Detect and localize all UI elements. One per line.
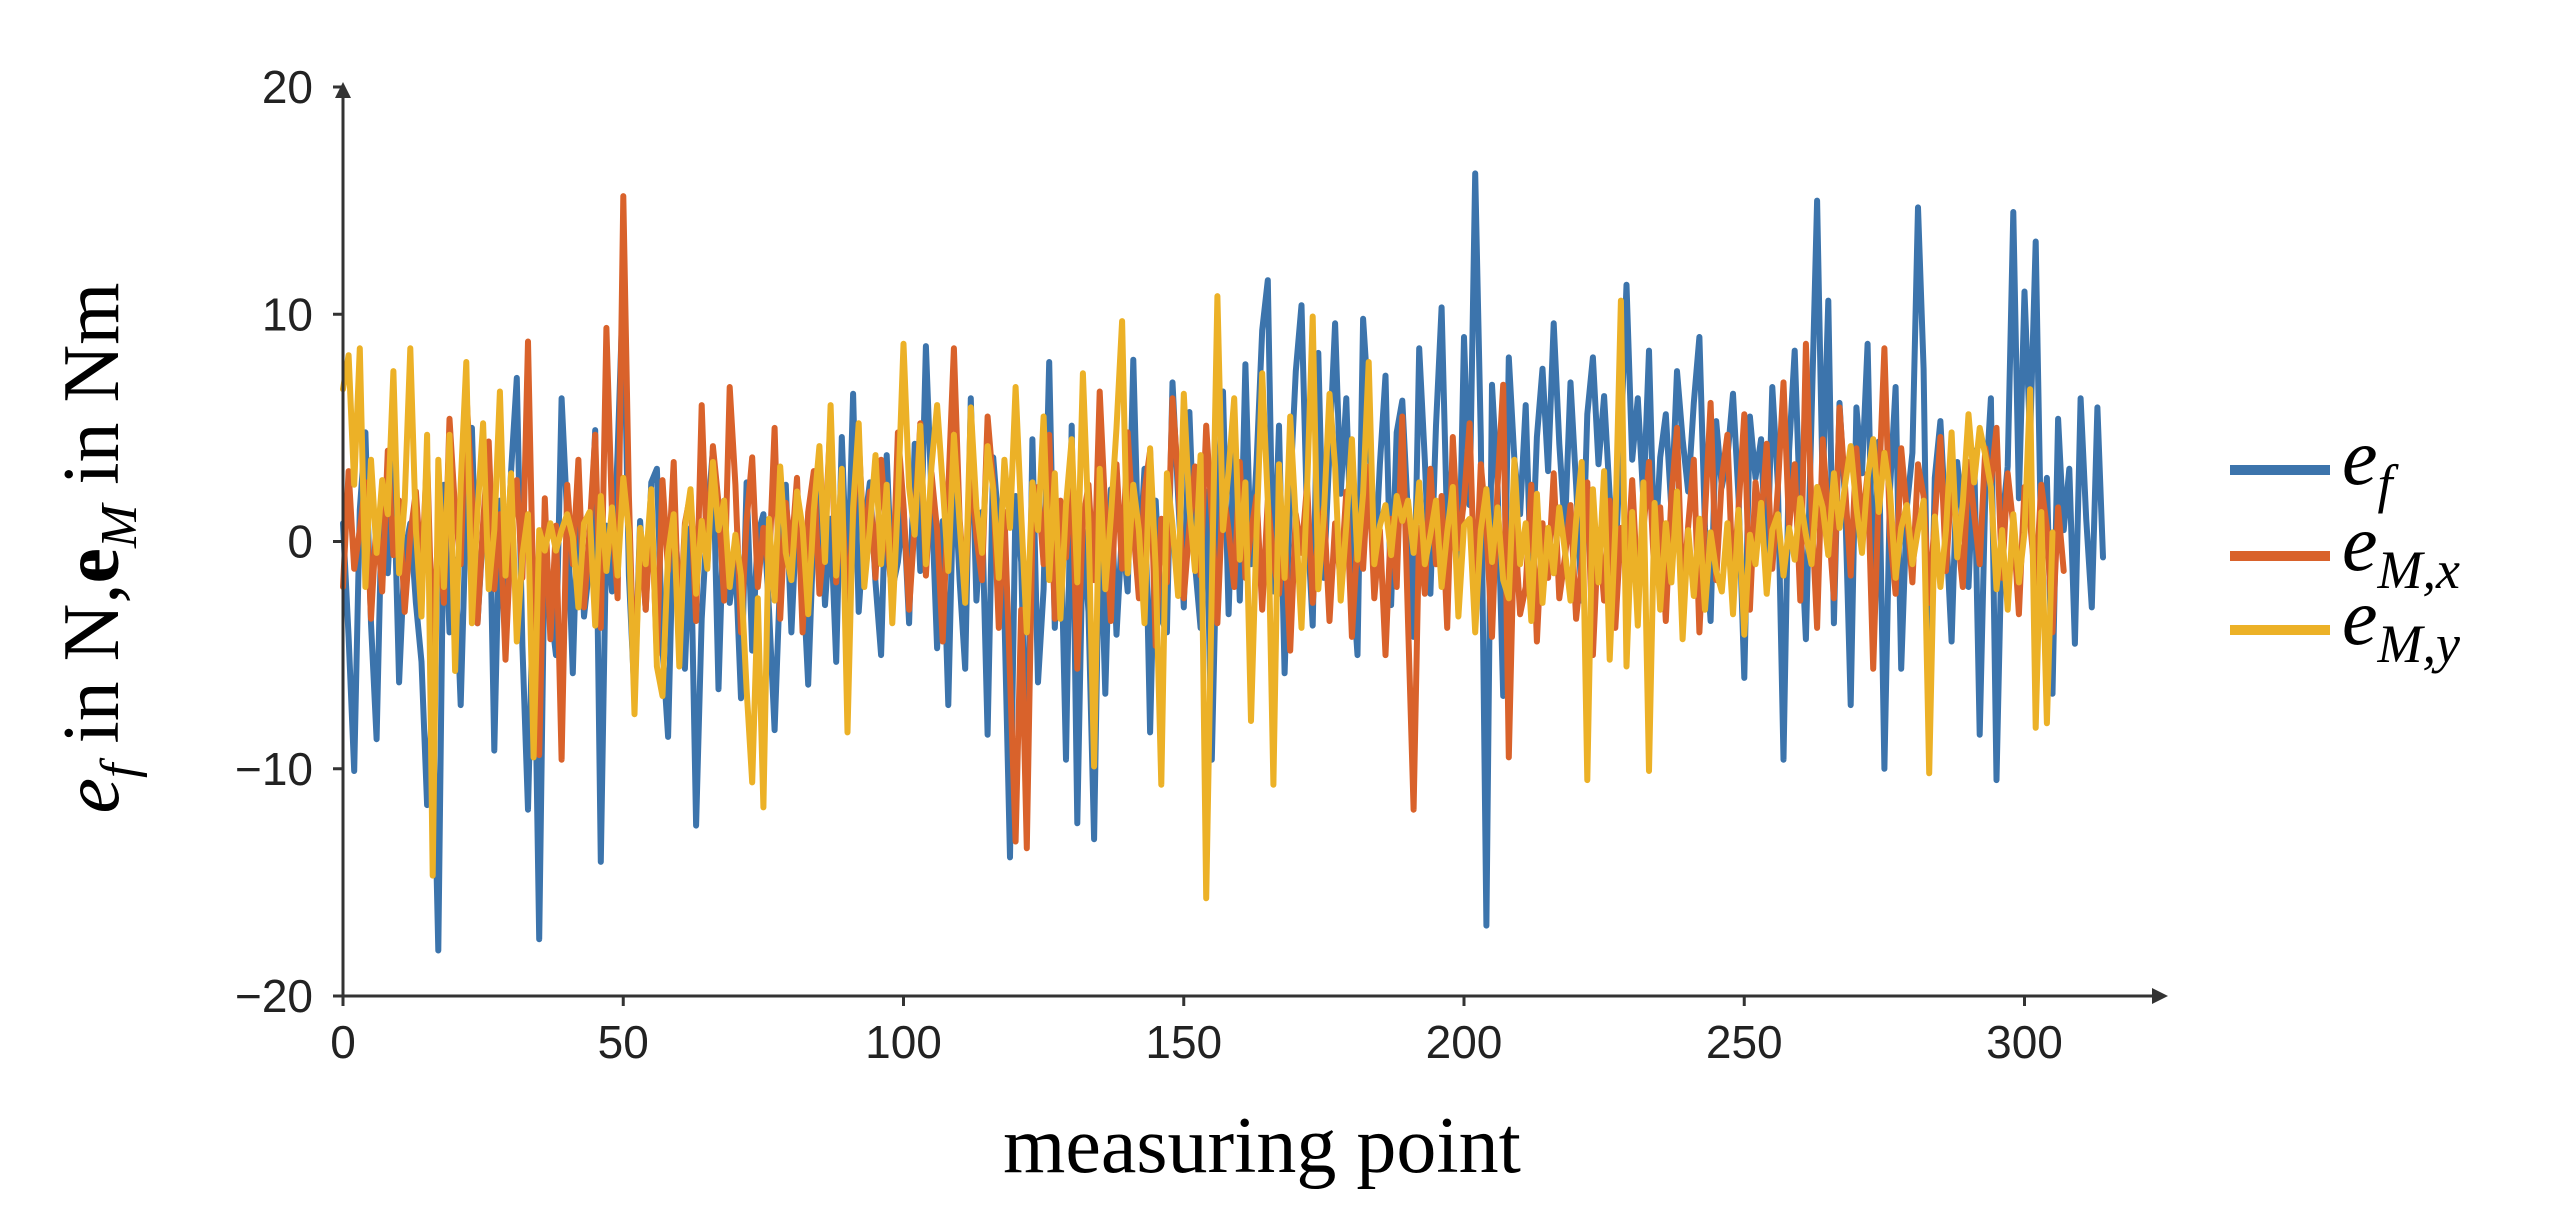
x-ticks: 0 50 100 150 200 250 300 [330, 996, 2063, 1068]
x-axis-title: measuring point [1003, 1102, 1521, 1190]
legend-label-0: ef [2342, 414, 2400, 514]
x-tick-label: 300 [1986, 1016, 2063, 1068]
axes [335, 82, 2168, 1004]
x-tick-label: 200 [1426, 1016, 1503, 1068]
x-tick-label: 150 [1145, 1016, 1222, 1068]
y-tick-label: 20 [262, 61, 313, 113]
legend-label-2: eM,y [2342, 574, 2460, 674]
y-tick-label: −10 [235, 743, 313, 795]
y-tick-label: 10 [262, 288, 313, 340]
x-tick-label: 250 [1706, 1016, 1783, 1068]
series-line-2 [340, 293, 2056, 902]
x-tick-label: 0 [330, 1016, 356, 1068]
x-axis-arrow [2152, 988, 2168, 1004]
legend-label-1: eM,x [2342, 500, 2460, 600]
plot-lines [340, 170, 2106, 954]
y-ticks: 20 10 0 −10 −20 [235, 61, 343, 1022]
y-tick-label: −20 [235, 970, 313, 1022]
y-axis-title: ef in N,eM in Nm [48, 282, 148, 813]
x-tick-label: 50 [598, 1016, 649, 1068]
y-axis-arrow [335, 82, 351, 98]
y-tick-label: 0 [287, 516, 313, 568]
x-tick-label: 100 [865, 1016, 942, 1068]
